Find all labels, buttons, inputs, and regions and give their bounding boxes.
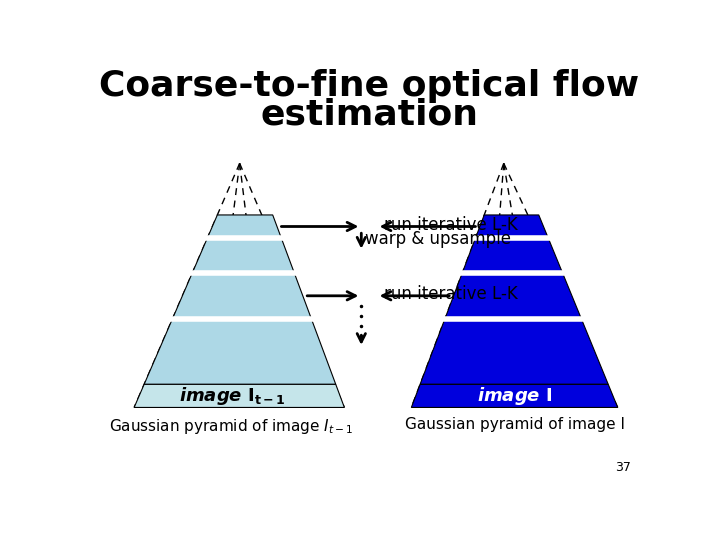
- Polygon shape: [462, 238, 562, 273]
- Text: estimation: estimation: [260, 97, 478, 131]
- Polygon shape: [475, 215, 548, 238]
- Text: 37: 37: [615, 462, 631, 475]
- Polygon shape: [207, 215, 282, 238]
- Polygon shape: [192, 238, 294, 273]
- Text: Gaussian pyramid of image $I_{t-1}$: Gaussian pyramid of image $I_{t-1}$: [109, 417, 354, 436]
- Polygon shape: [144, 319, 336, 384]
- Text: image $\mathbf{I}$: image $\mathbf{I}$: [477, 385, 552, 407]
- Text: run iterative L-K: run iterative L-K: [384, 285, 518, 303]
- Text: image $\mathbf{I_{t-1}}$: image $\mathbf{I_{t-1}}$: [179, 385, 285, 407]
- Polygon shape: [420, 319, 608, 384]
- Polygon shape: [134, 384, 344, 408]
- Polygon shape: [411, 384, 618, 408]
- Text: Coarse-to-fine optical flow: Coarse-to-fine optical flow: [99, 69, 639, 103]
- Text: Gaussian pyramid of image I: Gaussian pyramid of image I: [405, 417, 624, 431]
- Polygon shape: [445, 273, 581, 319]
- Text: warp & upsample: warp & upsample: [365, 231, 511, 248]
- Polygon shape: [172, 273, 311, 319]
- Text: run iterative L-K: run iterative L-K: [384, 216, 518, 234]
